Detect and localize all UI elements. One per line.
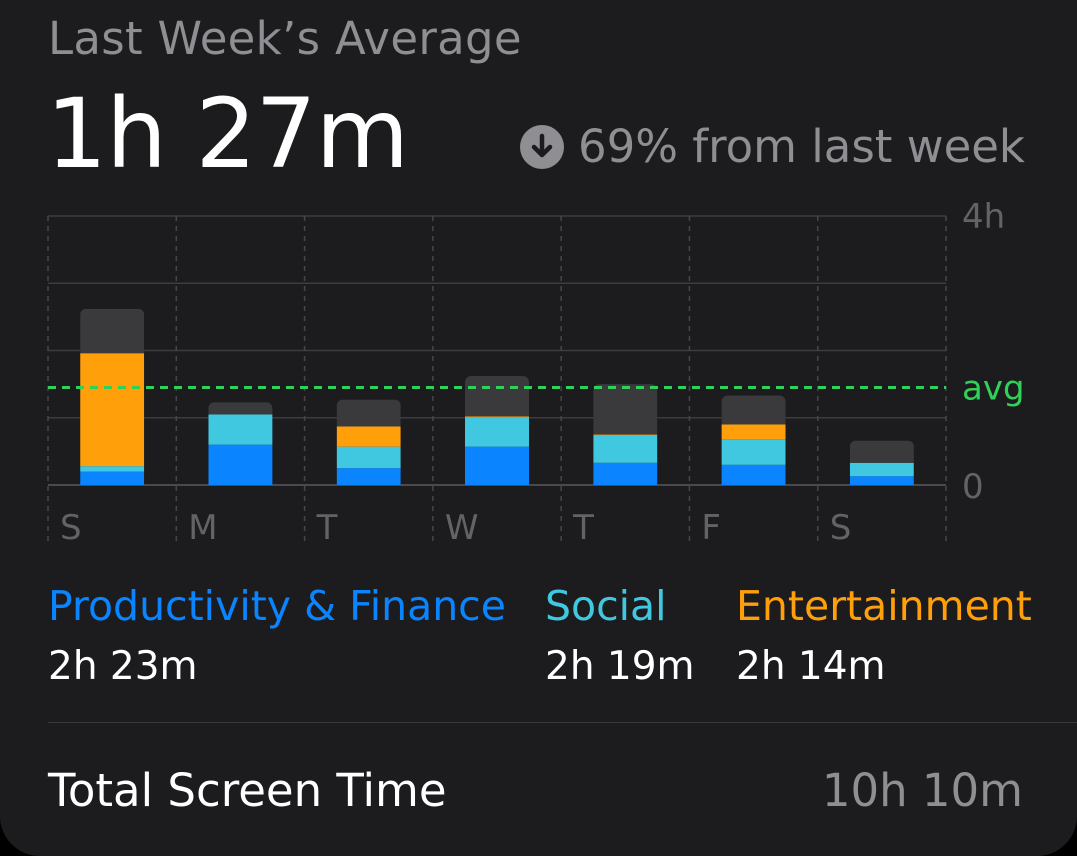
bar-segment <box>80 471 145 485</box>
bar-segment <box>593 384 658 435</box>
day-label: T <box>316 508 338 548</box>
average-subtitle: Last Week’s Average <box>48 12 522 65</box>
y-tick-label: 4h <box>962 197 1005 237</box>
bar-0[interactable] <box>80 308 145 485</box>
bar-segment <box>80 308 145 354</box>
y-tick-label: 0 <box>962 467 984 507</box>
bar-segment <box>593 462 658 485</box>
total-screen-time-label: Total Screen Time <box>48 764 447 817</box>
change-text: 69% from last week <box>577 120 1025 173</box>
bar-segment <box>465 417 529 447</box>
bar-segment <box>336 399 401 427</box>
day-label: S <box>830 508 852 548</box>
bar-segment <box>336 446 401 469</box>
bar-segment <box>336 468 401 485</box>
bar-segment <box>80 466 145 472</box>
bar-segment <box>465 376 529 417</box>
bar-segment <box>465 446 529 485</box>
day-label: S <box>60 508 82 548</box>
bar-5[interactable] <box>721 395 786 485</box>
category-label-entertainment: Entertainment <box>736 582 1032 630</box>
bar-segment <box>721 464 786 485</box>
average-label: avg <box>962 368 1025 408</box>
category-label-social: Social <box>545 582 667 630</box>
category-value-social: 2h 19m <box>545 644 695 689</box>
bar-segment <box>465 416 529 418</box>
usage-bar-chart[interactable]: 4h 0 avg S M T W T F S <box>0 0 1077 560</box>
day-label: M <box>188 508 217 548</box>
total-screen-time-value: 10h 10m <box>821 764 1023 817</box>
bar-segment <box>721 424 786 440</box>
bar-segment <box>208 414 273 445</box>
day-label: W <box>445 508 479 548</box>
bar-2[interactable] <box>336 399 401 485</box>
bar-4[interactable] <box>593 384 658 485</box>
average-value: 1h 27m <box>46 78 409 190</box>
bar-1[interactable] <box>208 402 273 485</box>
bar-segment <box>208 402 273 415</box>
bar-segment <box>849 440 914 463</box>
bar-segment <box>593 435 658 463</box>
category-value-entertainment: 2h 14m <box>736 644 886 689</box>
bar-segment <box>849 462 914 477</box>
change-indicator: 69% from last week <box>519 120 1025 173</box>
bar-6[interactable] <box>849 440 914 485</box>
bar-segment <box>593 434 658 436</box>
bar-segment <box>208 444 273 485</box>
bar-segment <box>849 476 914 485</box>
divider <box>48 722 1077 723</box>
day-label: F <box>701 508 721 548</box>
bar-segment <box>80 353 145 467</box>
day-label: T <box>572 508 594 548</box>
bar-3[interactable] <box>465 376 529 485</box>
bar-segment <box>336 426 401 447</box>
category-label-productivity: Productivity & Finance <box>48 582 506 630</box>
arrow-down-circle-icon <box>519 124 564 169</box>
category-value-productivity: 2h 23m <box>48 644 198 689</box>
bar-segment <box>721 395 786 425</box>
bar-segment <box>721 439 786 465</box>
